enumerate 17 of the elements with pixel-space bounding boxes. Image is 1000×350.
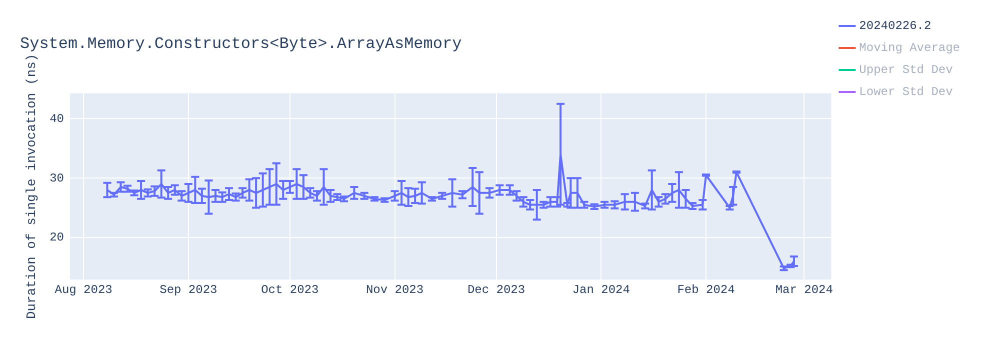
x-tick-label: Dec 2023 xyxy=(467,282,526,297)
legend-label: 20240226.2 xyxy=(859,19,932,34)
x-tick-label: Sep 2023 xyxy=(160,282,218,297)
x-tick-label: Aug 2023 xyxy=(54,282,112,297)
legend-label: Moving Average xyxy=(859,41,960,56)
x-tick-label: Jan 2024 xyxy=(572,282,630,297)
y-tick-label: 20 xyxy=(50,230,64,245)
x-tick-label: Feb 2024 xyxy=(677,282,735,297)
y-tick-label: 30 xyxy=(50,171,64,186)
x-tick-label: Mar 2024 xyxy=(775,282,833,297)
x-tick-label: Oct 2023 xyxy=(261,282,319,297)
legend-label: Lower Std Dev xyxy=(859,85,953,100)
y-axis-title: Duration of single invocation (ns) xyxy=(24,54,40,320)
legend-label: Upper Std Dev xyxy=(859,63,953,78)
x-tick-label: Nov 2023 xyxy=(366,282,424,297)
y-tick-label: 40 xyxy=(50,112,64,126)
chart-title: System.Memory.Constructors<Byte>.ArrayAsMemory xyxy=(20,34,462,53)
